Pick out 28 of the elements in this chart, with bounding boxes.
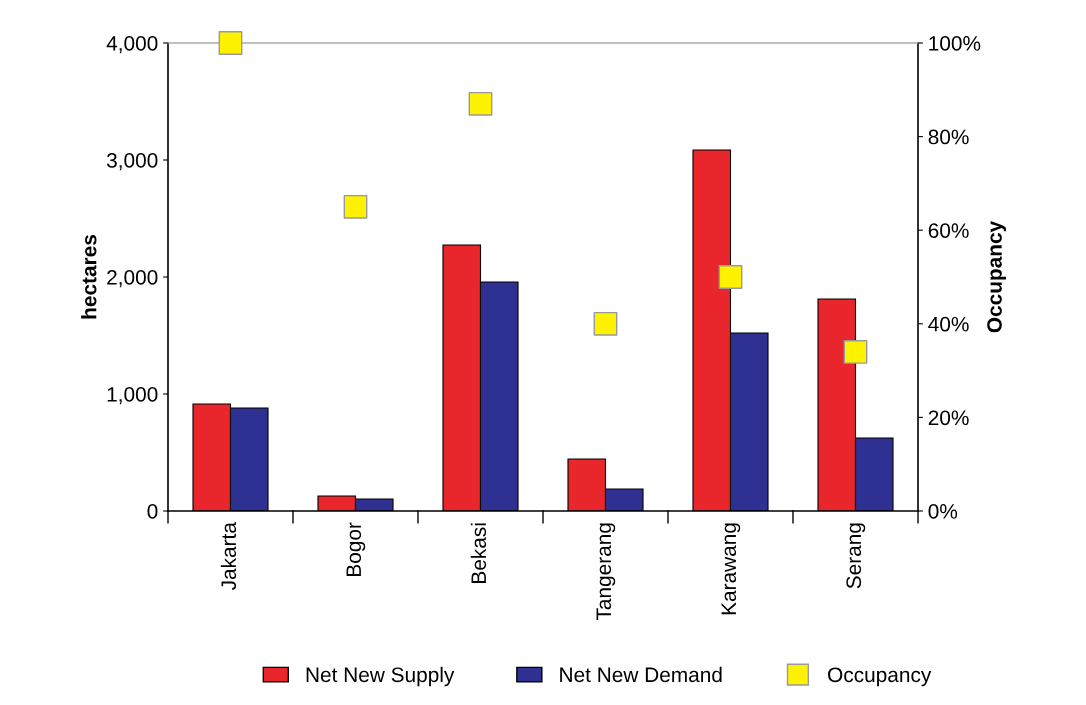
- legend-label: Net New Demand: [560, 666, 722, 683]
- x-tick-label: Bekasi: [470, 523, 487, 583]
- point: [343, 194, 368, 219]
- y-axis-title: hectares: [81, 235, 97, 319]
- y-tick-label: 1,000: [107, 387, 158, 405]
- y2-tick-label: 20%: [928, 410, 969, 426]
- point: [468, 91, 493, 116]
- y-tick-label: 4,000: [106, 36, 158, 54]
- point: [843, 339, 868, 364]
- x-tick-label: Tangerang: [596, 523, 616, 621]
- x-tick-label: Bogor: [346, 522, 366, 576]
- point: [593, 311, 618, 336]
- y2-tick-label: 100%: [929, 36, 981, 51]
- y2-tick-label: 40%: [928, 316, 969, 332]
- y2-tick-label: 0%: [928, 504, 958, 519]
- legend-label: Occupancy: [828, 667, 932, 687]
- y-tick-label: 0: [147, 504, 158, 519]
- point: [218, 31, 243, 55]
- legend-label: Net New Supply: [306, 666, 455, 687]
- y2-tick-label: 80%: [928, 129, 969, 145]
- x-tick-label: Jakarta: [220, 522, 237, 591]
- y2-tick-label: 60%: [928, 223, 969, 238]
- y2-axis-title: Occupancy: [987, 220, 1006, 333]
- y-tick-label: 3,000: [106, 153, 158, 171]
- point: [718, 265, 743, 289]
- x-tick-label: Serang: [846, 523, 866, 589]
- x-tick-label: Karawang: [721, 523, 741, 615]
- y-tick-label: 2,000: [107, 270, 158, 288]
